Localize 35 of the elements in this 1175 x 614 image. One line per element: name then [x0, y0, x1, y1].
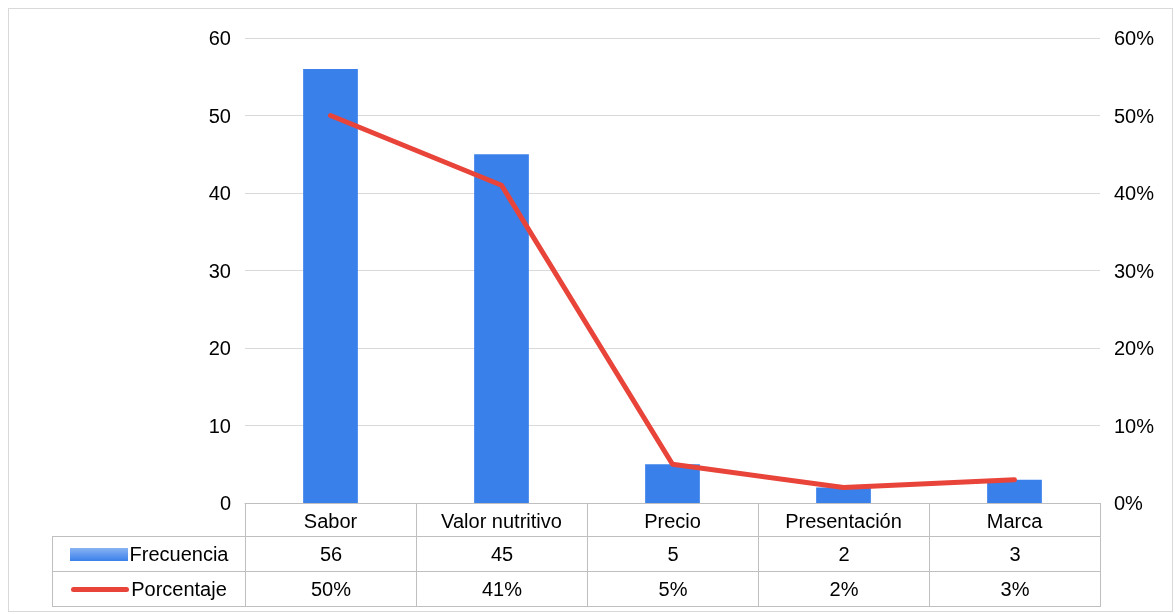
x-tick-label: Valor nutritivo	[441, 510, 562, 532]
y-tick-label: 0	[219, 492, 231, 514]
legend-label: Frecuencia	[52, 536, 246, 572]
y2-tick-label: 20%	[1114, 337, 1155, 359]
x-tick-label: Sabor	[303, 510, 358, 532]
y-tick-label: 60	[208, 27, 231, 49]
y-tick-label: 20	[208, 337, 231, 359]
y2-tick-label: 40%	[1114, 182, 1155, 204]
data-label: 56	[245, 536, 417, 572]
x-tick-label: Marca	[986, 510, 1044, 532]
y2-tick-label: 60%	[1114, 27, 1155, 49]
x-tick-label: Precio	[644, 510, 701, 532]
data-label: 41%	[416, 571, 588, 607]
y-tick-label: 40	[208, 182, 231, 204]
data-label: 5	[587, 536, 759, 572]
data-label: 5%	[587, 571, 759, 607]
y2-tick-label: 10%	[1114, 414, 1155, 437]
data-label: 3	[929, 536, 1101, 572]
legend-label: Porcentaje	[52, 571, 246, 607]
bar	[987, 479, 1042, 503]
data-label: 2	[758, 536, 930, 572]
y2-tick-label: 0%	[1114, 492, 1144, 514]
y2-tick-label: 30%	[1114, 259, 1155, 282]
data-label: 2%	[758, 571, 930, 607]
data-label: 45	[416, 536, 588, 572]
y-tick-label: 10	[208, 414, 231, 437]
bar	[303, 69, 358, 503]
data-label: 3%	[929, 571, 1101, 607]
bar	[474, 154, 529, 503]
y-tick-label: 50	[208, 104, 231, 127]
y2-tick-label: 50%	[1114, 104, 1155, 127]
data-label: 50%	[245, 571, 417, 607]
bar	[645, 464, 700, 503]
x-tick-label: Presentación	[785, 510, 902, 532]
y-tick-label: 30	[208, 259, 231, 282]
